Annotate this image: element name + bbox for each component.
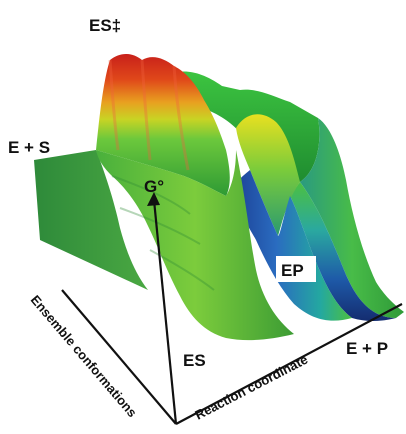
deep-well-surface [290, 182, 396, 321]
axes [61, 192, 403, 425]
free-energy-arrow-head [147, 192, 160, 206]
bound-state-label: ES [183, 351, 206, 370]
ep-label-background [276, 256, 316, 282]
transition-state-ridge-surface [96, 54, 230, 196]
reaction-axis-label: Reaction coordinate [192, 352, 310, 423]
products-label: E + P [346, 339, 388, 358]
transition-state-label: ES‡ [89, 16, 121, 35]
reactants-label: E + S [8, 138, 50, 157]
reaction-axis-line [175, 303, 403, 425]
free-energy-arrow-line [152, 199, 178, 425]
ep-well-surface [226, 170, 352, 321]
reactant-plane-surface [34, 150, 148, 290]
intermediate-ep-label: EP [281, 261, 304, 280]
right-wall-surface [300, 118, 404, 318]
bound-state-basin-surface [96, 150, 294, 341]
ridge-highlight [108, 59, 190, 171]
conformations-axis-label: Ensemble conformations [28, 292, 140, 420]
intermediate-peak-surface [236, 114, 300, 236]
free-energy-label: G° [144, 177, 164, 196]
conformations-axis-line [61, 289, 177, 425]
